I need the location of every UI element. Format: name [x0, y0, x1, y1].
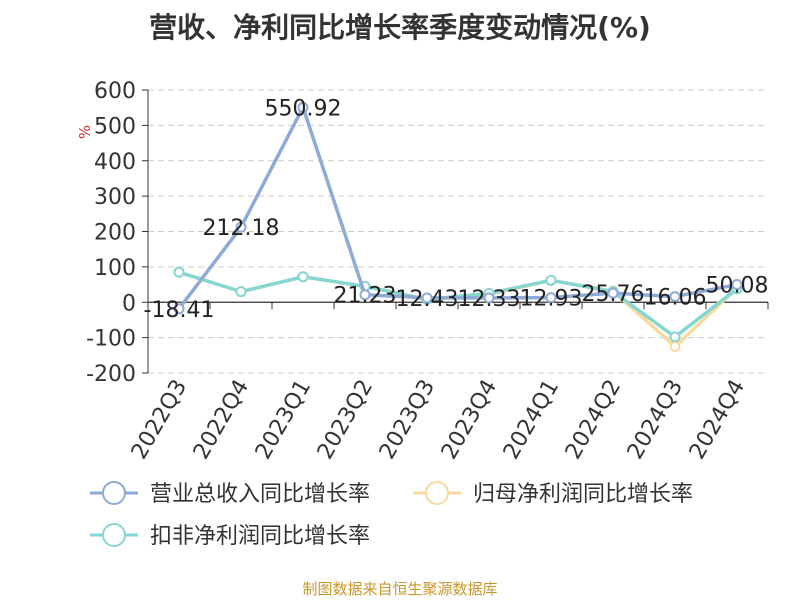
- legend-marker: [102, 523, 126, 547]
- x-tick-label: 2022Q4: [189, 376, 254, 464]
- data-point: [173, 266, 185, 278]
- data-point: [173, 303, 185, 315]
- y-tick-label: 600: [94, 79, 136, 104]
- y-tick-label: 200: [94, 221, 136, 246]
- data-label: 25.76: [582, 282, 645, 307]
- data-label: 12.93: [520, 287, 583, 312]
- data-point: [669, 291, 681, 303]
- data-point: [731, 279, 743, 291]
- data-label: 212.18: [203, 216, 280, 241]
- x-tick-label: 2022Q3: [127, 376, 192, 464]
- x-tick-label: 2024Q1: [499, 376, 564, 464]
- x-tick-label: 2023Q3: [375, 376, 440, 464]
- data-label: 16.06: [644, 286, 707, 311]
- x-tick-label: 2023Q4: [437, 376, 502, 464]
- x-tick-label: 2023Q1: [251, 376, 316, 464]
- data-label: 550.92: [265, 96, 342, 121]
- data-label: -18.41: [144, 298, 215, 323]
- data-point: [235, 286, 247, 298]
- y-tick-label: 400: [94, 150, 136, 175]
- data-point: [545, 274, 557, 286]
- data-label: 12.43: [396, 287, 459, 312]
- data-point: [297, 271, 309, 283]
- data-point: [359, 289, 371, 301]
- legend-item: 归母净利润同比增长率: [413, 481, 693, 507]
- x-tick-label: 2023Q2: [313, 376, 378, 464]
- legend-item: 扣非净利润同比增长率: [90, 523, 370, 549]
- y-tick-label: 0: [122, 291, 136, 316]
- x-tick-label: 2024Q2: [561, 376, 626, 464]
- series-line: [177, 105, 739, 311]
- y-tick-label: -200: [86, 362, 136, 387]
- data-point: [483, 292, 495, 304]
- data-point: [235, 221, 247, 233]
- data-label: 21.23: [334, 284, 397, 309]
- legend-label: 营业总收入同比增长率: [150, 482, 370, 507]
- y-tick-label: 100: [94, 256, 136, 281]
- data-point: [669, 331, 681, 343]
- data-labels: -18.41 212.18 550.92 21.23 12.43 12.33 12.93 25…: [144, 96, 769, 322]
- y-tick-label: 500: [94, 114, 136, 139]
- series-lines: [173, 101, 743, 352]
- data-point: [669, 340, 681, 352]
- legend-label: 扣非净利润同比增长率: [150, 524, 370, 549]
- y-tick-label: 300: [94, 185, 136, 210]
- source-note: 制图数据来自恒生聚源数据库: [302, 580, 498, 598]
- legend-item: 营业总收入同比增长率: [90, 481, 370, 507]
- data-label: 12.33: [458, 287, 521, 312]
- legend-label: 归母净利润同比增长率: [473, 482, 693, 507]
- grid-lines: [148, 89, 768, 374]
- data-point: [545, 292, 557, 304]
- y-tick-label: -100: [86, 327, 136, 352]
- data-point: [297, 101, 309, 113]
- legend-marker: [102, 481, 126, 505]
- chart-title: 营收、净利同比增长率季度变动情况(%): [149, 11, 651, 44]
- legend-marker: [425, 481, 449, 505]
- x-tick-label: 2024Q3: [623, 376, 688, 464]
- x-tick-label: 2024Q4: [685, 376, 750, 464]
- data-label: 50.08: [706, 274, 769, 299]
- data-point: [607, 287, 619, 299]
- y-axis-label: %: [76, 125, 94, 139]
- data-point: [421, 292, 433, 304]
